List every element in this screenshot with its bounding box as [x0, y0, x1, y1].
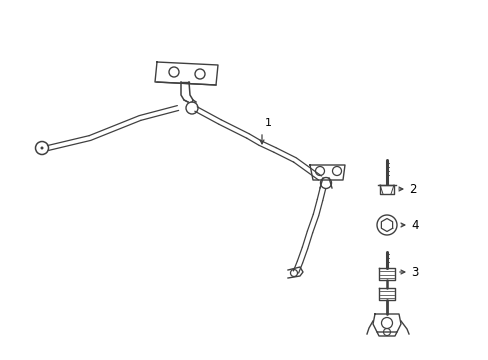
Text: 3: 3 [410, 266, 418, 279]
Circle shape [41, 147, 43, 149]
Text: 2: 2 [408, 183, 416, 195]
Text: 1: 1 [264, 118, 271, 128]
Text: 4: 4 [410, 219, 418, 231]
